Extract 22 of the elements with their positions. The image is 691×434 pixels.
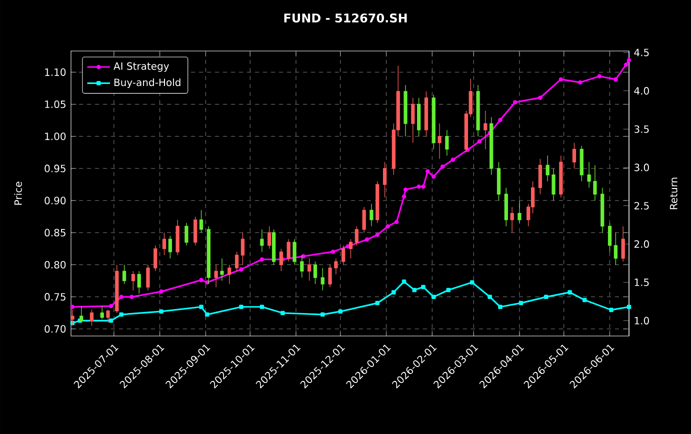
y-tick-label: 0.75: [44, 293, 66, 301]
y-axis-title: Price: [14, 182, 22, 205]
y-tick-label: 0.80: [44, 260, 66, 269]
chart-title: FUND - 512670.SH: [284, 13, 407, 23]
legend-label: Buy-and-Hold: [114, 78, 180, 88]
y-tick-label: 0.90: [44, 196, 66, 204]
y-tick-label: 1.00: [45, 132, 66, 140]
y2-tick-label: 4.0: [634, 87, 649, 95]
y-tick-label: 1.05: [45, 100, 66, 108]
y2-tick-label: 3.0: [634, 164, 649, 172]
y-tick-label: 0.70: [44, 325, 66, 333]
y2-tick-label: 2.5: [634, 202, 649, 210]
y2-tick-label: 1.0: [634, 316, 649, 324]
y2-tick-label: 1.5: [634, 278, 649, 286]
y-tick-label: 0.85: [44, 228, 66, 236]
y-tick-label: 0.95: [44, 164, 66, 172]
y2-tick-label: 3.5: [634, 125, 649, 133]
y2-tick-label: 2.0: [634, 240, 649, 248]
y2-axis-title: Return: [670, 178, 678, 210]
y-tick-label: 1.10: [45, 68, 66, 76]
y2-tick-label: 4.5: [634, 48, 649, 56]
legend-label: AI Strategy: [114, 62, 169, 72]
